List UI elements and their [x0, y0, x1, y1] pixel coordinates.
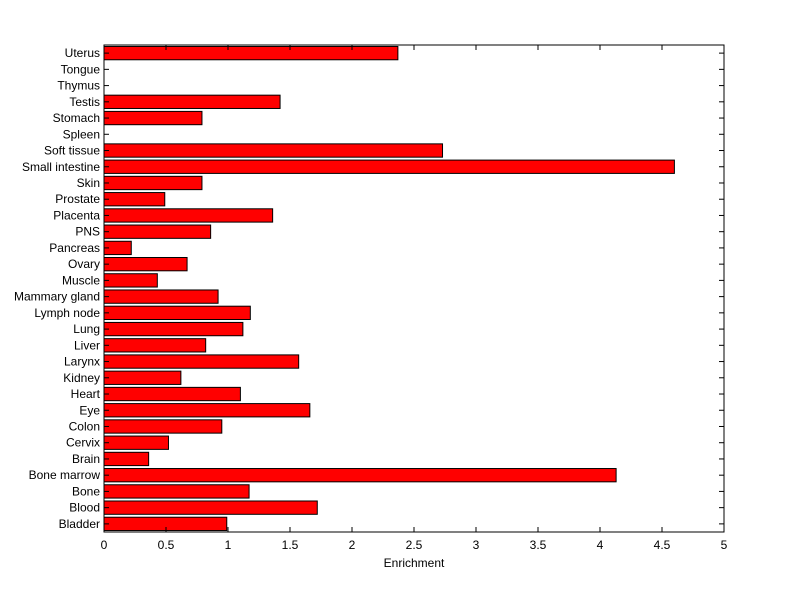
bar: [103, 419, 223, 434]
x-tick-label: 1.5: [282, 538, 299, 552]
x-tick-label: 4: [597, 538, 604, 552]
y-tick-label: Stomach: [53, 111, 100, 125]
y-tick-label: Mammary gland: [14, 290, 100, 304]
bar: [103, 192, 166, 207]
y-tick-label: Bladder: [59, 517, 100, 531]
x-tick-label: 0.5: [158, 538, 175, 552]
y-tick-label: Pancreas: [49, 241, 100, 255]
x-ticks-layer: 0 0.5 1 1.5 2 2.5 3 3.5 4 4.5 5: [101, 45, 728, 552]
y-tick-label: Brain: [72, 452, 100, 466]
y-tick-label: Lung: [73, 322, 100, 336]
y-tick-label: PNS: [75, 225, 100, 239]
plot-frame: [103, 44, 725, 533]
y-tick-label: Lymph node: [34, 306, 100, 320]
y-tick-label: Eye: [79, 403, 100, 417]
y-tick-label: Colon: [69, 419, 100, 433]
bar: [103, 338, 207, 353]
bar: [103, 224, 212, 239]
x-tick-label: 4.5: [654, 538, 671, 552]
y-ticks-layer: Bladder Blood Bone Bone marrow Brain Cervix Co…: [14, 46, 724, 531]
y-tick-label: Testis: [69, 95, 100, 109]
y-tick-label: Placenta: [53, 208, 100, 222]
bar: [103, 256, 188, 272]
bar: [103, 468, 617, 483]
bar: [103, 45, 399, 61]
bar: [103, 403, 311, 418]
bar: [103, 289, 219, 304]
bar: [103, 94, 281, 109]
y-tick-label: Liver: [74, 338, 100, 352]
y-tick-label: Larynx: [64, 355, 100, 369]
y-tick-label: Cervix: [66, 436, 100, 450]
y-tick-label: Soft tissue: [44, 144, 100, 158]
x-tick-label: 1: [225, 538, 232, 552]
x-tick-label: 0: [101, 538, 108, 552]
y-tick-label: Blood: [69, 501, 100, 515]
bar: [103, 143, 444, 158]
bar: [103, 435, 169, 450]
y-tick-label: Spleen: [63, 127, 100, 141]
bar: [103, 110, 203, 126]
bars-layer: [103, 45, 675, 532]
bar: [103, 484, 250, 499]
y-tick-label: Skin: [77, 176, 100, 190]
y-tick-label: Heart: [71, 387, 101, 401]
y-tick-label: Tongue: [61, 62, 101, 76]
bar: [103, 516, 228, 532]
y-tick-label: Small intestine: [22, 160, 100, 174]
bar: [103, 321, 244, 337]
y-tick-label: Bone marrow: [29, 468, 101, 482]
y-tick-label: Ovary: [68, 257, 100, 271]
bar: [103, 273, 158, 288]
bar: [103, 451, 150, 467]
bar: [103, 354, 300, 369]
bar: [103, 370, 182, 385]
y-tick-label: Muscle: [62, 273, 100, 287]
bar: [103, 500, 318, 515]
x-tick-label: 3: [473, 538, 480, 552]
y-tick-label: Prostate: [55, 192, 100, 206]
bar: [103, 305, 251, 321]
x-axis-label: Enrichment: [384, 556, 445, 570]
bar: [103, 208, 274, 223]
bar: [103, 386, 241, 402]
y-tick-label: Kidney: [63, 371, 100, 385]
x-tick-label: 2.5: [406, 538, 423, 552]
bar: [103, 159, 675, 174]
y-tick-label: Uterus: [65, 46, 100, 60]
x-tick-label: 2: [349, 538, 356, 552]
y-tick-label: Thymus: [57, 79, 100, 93]
bar: [103, 175, 203, 191]
x-tick-label: 3.5: [530, 538, 547, 552]
x-tick-label: 5: [721, 538, 728, 552]
y-tick-label: Bone: [72, 484, 100, 498]
